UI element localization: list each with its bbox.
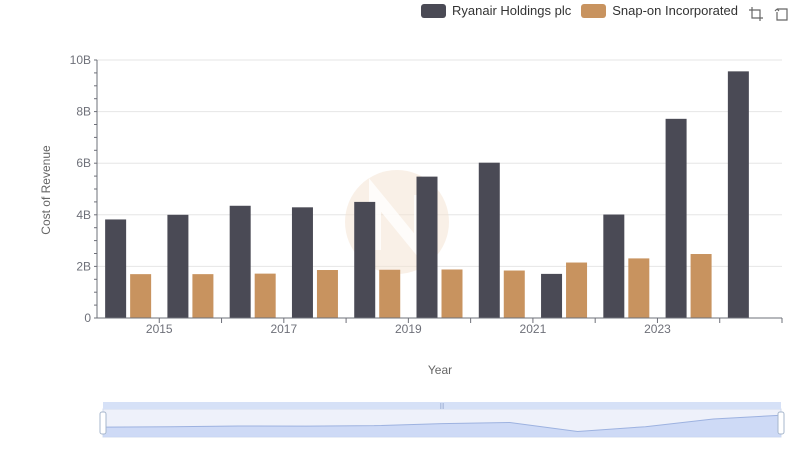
zoom-grip-icon: ||| [440,404,445,410]
bars [105,71,749,319]
x-tick-label: 2019 [395,322,422,336]
bar-snapon-2015[interactable] [192,274,214,318]
bar-ryanair-2022[interactable] [603,214,625,318]
bar-snapon-2016[interactable] [254,273,276,318]
legend-swatch-snapon [581,3,607,18]
bar-snapon-2019[interactable] [441,269,463,318]
y-tick-label: 4B [76,208,91,222]
x-tick-label: 2015 [146,322,173,336]
bar-snapon-2018[interactable] [379,269,401,318]
bar-snapon-2021[interactable] [566,262,588,318]
x-tick-label: 2017 [270,322,297,336]
zoom-area-preview [103,415,781,437]
grid-lines [97,59,782,319]
y-tick-label: 0 [84,311,91,325]
x-tick-label: 2023 [644,322,671,336]
y-axis: 0 2B 4B 6B 8B 10B [70,53,98,325]
data-zoom-slider: ||| [99,402,785,438]
bar-snapon-2020[interactable] [503,270,525,318]
legend-item-ryanair[interactable]: Ryanair Holdings plc [421,3,571,18]
legend-label-snapon: Snap-on Incorporated [612,3,738,18]
chart-legend: Ryanair Holdings plc Snap-on Incorporate… [421,3,738,18]
zoom-handle-right[interactable] [777,411,785,435]
bar-snapon-2014[interactable] [130,274,152,318]
y-tick-label: 10B [70,53,91,67]
watermark-logo [345,170,449,274]
bar-ryanair-2015[interactable] [167,214,189,318]
bar-ryanair-2023[interactable] [665,118,687,318]
zoom-track [102,408,782,438]
bar-ryanair-2019[interactable] [416,176,438,318]
x-tick-label: 2021 [520,322,547,336]
legend-item-snapon[interactable]: Snap-on Incorporated [581,3,738,18]
y-tick-label: 6B [76,156,91,170]
y-axis-title: Cost of Revenue [39,145,53,235]
bar-ryanair-2021[interactable] [541,273,563,318]
bar-snapon-2023[interactable] [690,254,712,318]
bar-snapon-2022[interactable] [628,258,650,318]
y-tick-label: 2B [76,259,91,273]
legend-swatch-ryanair [421,3,446,18]
zoom-line-preview [102,414,782,432]
legend-label-ryanair: Ryanair Holdings plc [452,3,572,18]
y-tick-label: 8B [76,105,91,119]
x-axis: 2015 2017 2019 2021 2023 [97,317,783,336]
bar-ryanair-2018[interactable] [354,201,376,318]
zoom-area-icon[interactable] [748,6,764,22]
zoom-reset-icon[interactable] [774,6,790,22]
x-axis-title: Year [428,363,452,377]
bar-ryanair-2020[interactable] [478,162,500,318]
bar-ryanair-2014[interactable] [105,219,127,318]
zoom-move-bar[interactable] [103,402,781,409]
bar-ryanair-2016[interactable] [229,205,251,318]
bar-snapon-2017[interactable] [316,270,338,318]
chart-toolbox [748,6,790,22]
zoom-handle-left[interactable] [99,411,107,435]
bar-ryanair-2024[interactable] [727,71,749,319]
bar-ryanair-2017[interactable] [291,207,313,318]
